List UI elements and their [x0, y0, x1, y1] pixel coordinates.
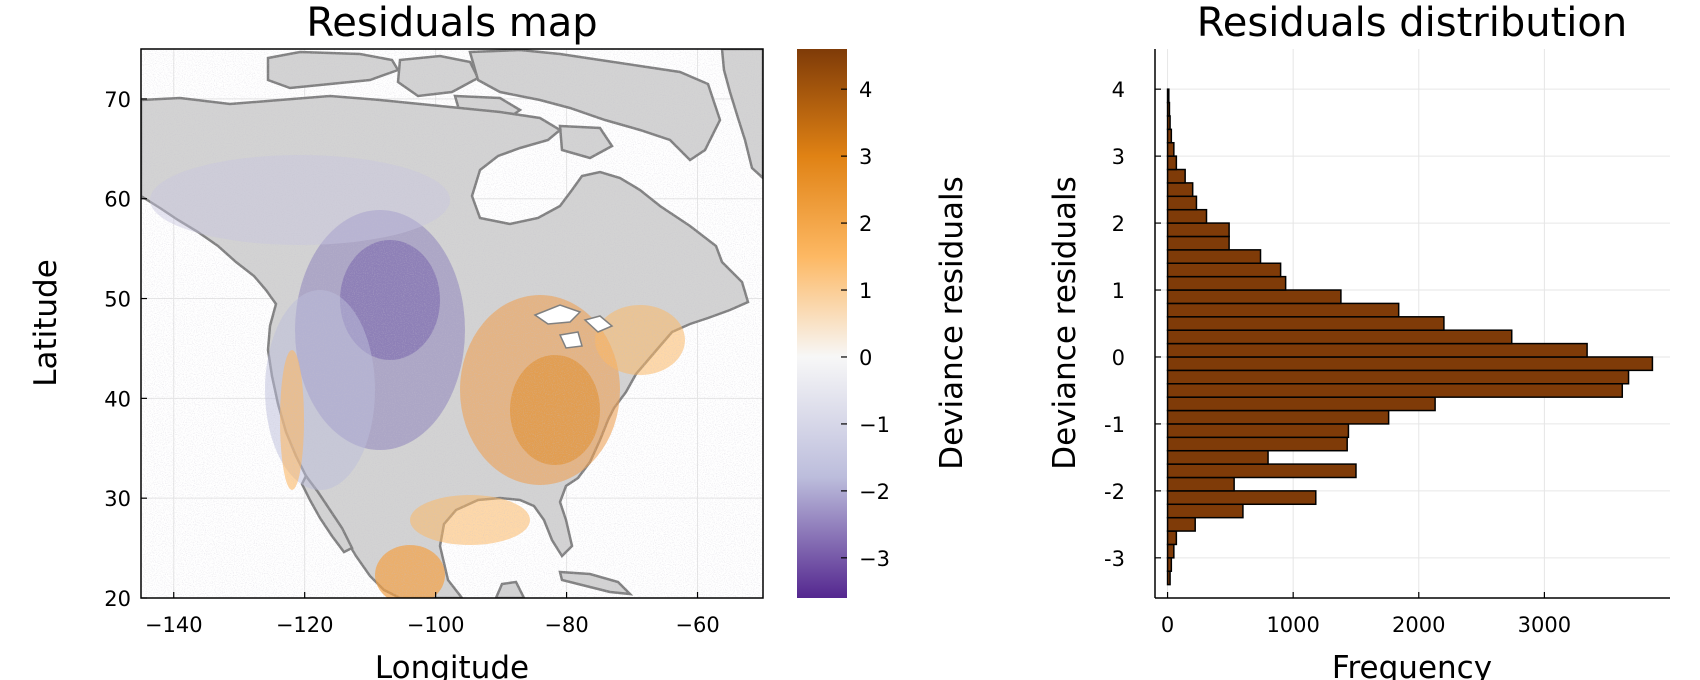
colorbar-tick-label-6: 3 [859, 145, 872, 169]
histogram-bar-13 [1166, 396, 1436, 412]
map-y-tick-label-3: 50 [104, 288, 131, 312]
histogram-bar-25 [1166, 235, 1230, 251]
histogram-bar-2 [1166, 543, 1175, 559]
histogram-bar-0 [1166, 570, 1171, 586]
colorbar-tick-label-5: 2 [859, 212, 872, 236]
histogram-bar-6 [1166, 490, 1317, 506]
histogram-y-tick-label-1: -2 [1104, 480, 1125, 504]
map-y-tick-label-5: 70 [104, 88, 131, 112]
histogram-bar-33 [1166, 128, 1173, 144]
colorbar-ticks: −3 −2 −1 0 1 2 3 4 [841, 78, 890, 571]
histogram-bar-4 [1166, 516, 1196, 532]
map-layer [141, 49, 763, 598]
histogram-y-tick-label-6: 3 [1112, 145, 1125, 169]
map-y-ticks: 20 30 40 50 60 70 [104, 88, 147, 611]
residual-speckle [141, 49, 763, 598]
colorbar [797, 49, 847, 598]
colorbar-tick-label-1: −2 [859, 480, 890, 504]
map-x-tick-label-3: −80 [544, 613, 588, 637]
histogram-bar-31 [1166, 155, 1178, 171]
map-y-tick-label-4: 60 [104, 188, 131, 212]
map-y-tick-label-2: 40 [104, 387, 131, 411]
map-x-label: Longitude [375, 650, 529, 680]
colorbar-tick-label-2: −1 [859, 413, 890, 437]
colorbar-tick-label-3: 0 [859, 346, 872, 370]
histogram-y-tick-label-2: -1 [1104, 413, 1125, 437]
colorbar-label: Deviance residuals [934, 176, 970, 470]
histogram-bar-11 [1166, 423, 1350, 439]
map-title: Residuals map [306, 0, 597, 46]
histogram-bar-34 [1166, 115, 1171, 131]
histogram-bar-16 [1166, 356, 1654, 372]
histogram-y-tick-label-5: 2 [1112, 212, 1125, 236]
histogram-y-tick-label-7: 4 [1112, 78, 1125, 102]
map-y-tick-label-1: 30 [104, 487, 131, 511]
colorbar-tick-label-7: 4 [859, 78, 872, 102]
map-y-tick-label-0: 20 [104, 587, 131, 611]
colorbar-tick-label-4: 1 [859, 279, 872, 303]
histogram-x-label: Frequency [1332, 650, 1492, 680]
map-frame [140, 48, 764, 599]
histogram-y-label: Deviance residuals [1047, 176, 1083, 470]
map-x-ticks: −140 −120 −100 −80 −60 [145, 592, 720, 637]
histogram-bar-23 [1166, 262, 1282, 278]
histogram-x-tick-label-1: 1000 [1266, 613, 1319, 637]
histogram-bar-3 [1166, 530, 1178, 546]
histogram-bar-26 [1166, 222, 1230, 238]
residual-overlay [141, 49, 763, 598]
histogram-bar-24 [1166, 249, 1262, 264]
histogram-x-tick-label-0: 0 [1161, 613, 1174, 637]
histogram-bar-15 [1166, 369, 1630, 385]
histogram-y-tick-label-4: 1 [1112, 279, 1125, 303]
map-y-label: Latitude [28, 259, 64, 387]
histogram-bar-8 [1166, 463, 1357, 479]
colorbar-tick-label-0: −3 [859, 547, 890, 571]
histogram-x-ticks: 0 1000 2000 3000 [1161, 592, 1571, 637]
histogram-bar-35 [1166, 101, 1171, 117]
histogram-bar-5 [1166, 503, 1244, 519]
histogram-bar-18 [1166, 329, 1513, 345]
map-x-tick-label-1: −120 [276, 613, 334, 637]
histogram-bar-10 [1166, 436, 1348, 452]
histogram-bar-12 [1166, 409, 1390, 425]
histogram-bar-22 [1166, 275, 1287, 291]
histogram-bar-1 [1166, 557, 1173, 572]
histogram-title: Residuals distribution [1197, 0, 1627, 46]
histogram-bar-20 [1166, 302, 1400, 318]
histogram-bar-14 [1166, 383, 1624, 398]
histogram-bar-27 [1166, 208, 1208, 224]
histogram-bar-29 [1166, 182, 1194, 198]
histogram-bar-9 [1166, 449, 1269, 465]
histogram-y-tick-label-3: 0 [1112, 346, 1125, 370]
map-x-tick-label-4: −60 [675, 613, 719, 637]
map-x-tick-label-2: −100 [407, 613, 465, 637]
histogram-bar-19 [1166, 316, 1445, 331]
histogram-y-tick-label-0: -3 [1104, 547, 1125, 571]
histogram-bar-7 [1166, 476, 1235, 492]
histogram-bar-32 [1166, 141, 1175, 157]
histogram-bar-28 [1166, 195, 1198, 211]
histogram-bar-36 [1166, 88, 1170, 104]
histogram-y-ticks: -3 -2 -1 0 1 2 3 4 [1104, 78, 1161, 571]
histogram-bar-17 [1166, 342, 1588, 358]
histogram-bar-30 [1166, 168, 1186, 184]
histogram-bar-21 [1166, 289, 1342, 305]
great-lakes [533, 304, 614, 349]
histogram-x-tick-label-2: 2000 [1392, 613, 1445, 637]
map-x-tick-label-0: −140 [145, 613, 203, 637]
histogram-bars [1166, 88, 1654, 586]
histogram-x-tick-label-3: 3000 [1518, 613, 1571, 637]
